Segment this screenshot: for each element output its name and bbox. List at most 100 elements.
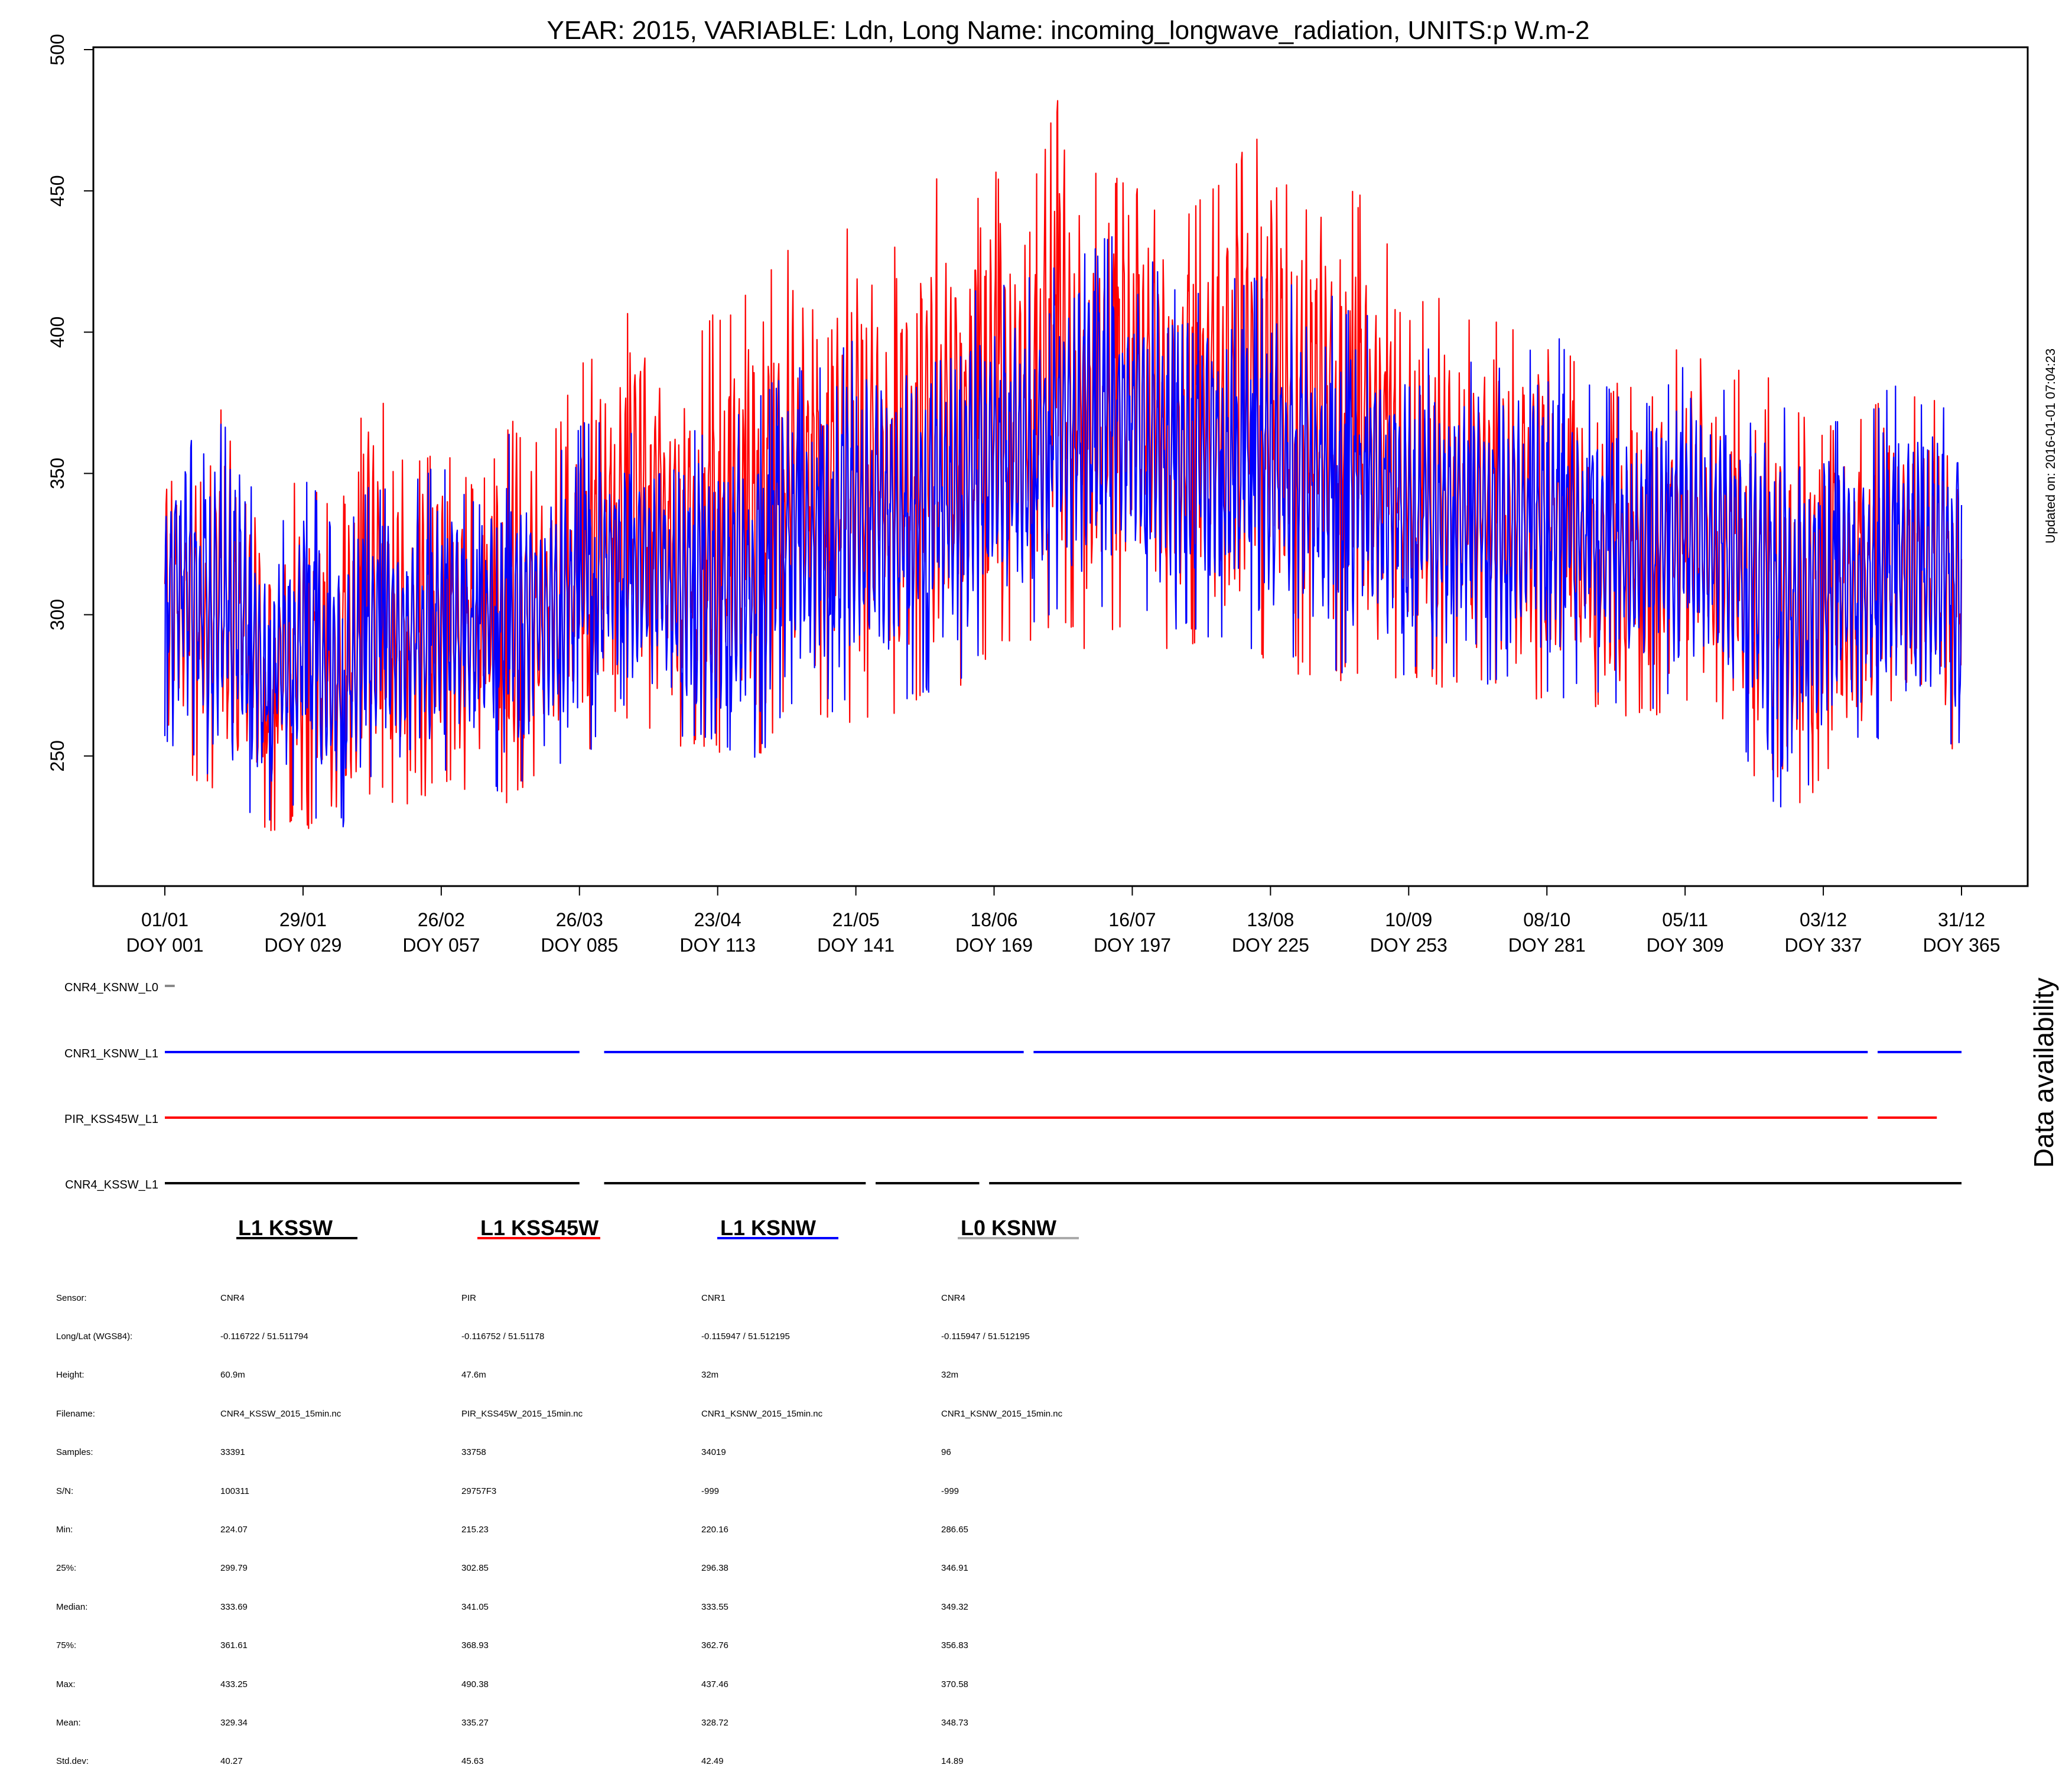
stats-value: -999 xyxy=(941,1486,959,1496)
x-tick-date: 16/07 xyxy=(1108,909,1156,930)
x-tick-date: 21/05 xyxy=(832,909,880,930)
stats-value: 220.16 xyxy=(701,1524,728,1535)
x-tick-doy: DOY 113 xyxy=(679,935,756,956)
series-layer xyxy=(164,100,1963,832)
stats-label: Min: xyxy=(56,1524,73,1535)
stats-column-kssw: CNR4 -0.116722 / 51.511794 60.9m CNR4_KS… xyxy=(220,1266,341,1781)
stats-value: -0.115947 / 51.512195 xyxy=(941,1331,1030,1342)
stats-value: 333.55 xyxy=(701,1601,728,1612)
stats-value: 437.46 xyxy=(701,1679,728,1689)
stats-value: 368.93 xyxy=(461,1640,489,1651)
data-availability-label: Data availability xyxy=(2028,978,2059,1168)
stats-value: CNR1_KSNW_2015_15min.nc xyxy=(941,1408,1063,1419)
y-tick-label: 400 xyxy=(47,317,68,348)
stats-value: 302.85 xyxy=(461,1563,489,1574)
x-tick-date: 23/04 xyxy=(694,909,741,930)
stats-value: PIR xyxy=(461,1292,477,1303)
stats-value: CNR1_KSNW_2015_15min.nc xyxy=(701,1408,823,1419)
legend-line-kss45w xyxy=(477,1237,600,1239)
stats-column-l0-ksnw: CNR4 -0.115947 / 51.512195 32m CNR1_KSNW… xyxy=(941,1266,1062,1781)
stats-value: CNR4 xyxy=(941,1292,965,1303)
stats-value: 333.69 xyxy=(220,1601,248,1612)
x-tick-doy: DOY 085 xyxy=(541,935,618,956)
stats-value: 40.27 xyxy=(220,1756,243,1767)
stats-value: 362.76 xyxy=(701,1640,728,1651)
stats-column-ksnw: CNR1 -0.115947 / 51.512195 32m CNR1_KSNW… xyxy=(701,1266,822,1781)
stats-value: 215.23 xyxy=(461,1524,489,1535)
stats-label: Filename: xyxy=(56,1408,95,1419)
x-tick-doy: DOY 253 xyxy=(1370,935,1448,956)
y-tick-label: 250 xyxy=(47,740,68,771)
stats-value: 14.89 xyxy=(941,1756,964,1767)
chart-canvas: YEAR: 2015, VARIABLE: Ldn, Long Name: in… xyxy=(47,16,2059,1191)
x-tick-doy: DOY 225 xyxy=(1232,935,1309,956)
stats-value: 224.07 xyxy=(220,1524,248,1535)
x-tick-date: 18/06 xyxy=(970,909,1017,930)
updated-timestamp: Updated on: 2016-01-01 07:04:23 xyxy=(2043,349,2058,543)
x-tick-date: 26/02 xyxy=(418,909,465,930)
stats-label: Max: xyxy=(56,1679,76,1689)
stats-label: Std.dev: xyxy=(56,1756,89,1767)
stats-column-kss45w: PIR -0.116752 / 51.51178 47.6m PIR_KSS45… xyxy=(461,1266,583,1781)
x-tick-doy: DOY 281 xyxy=(1508,935,1586,956)
chart-title: YEAR: 2015, VARIABLE: Ldn, Long Name: in… xyxy=(547,16,1590,45)
stats-label: S/N: xyxy=(56,1486,74,1496)
y-axis: 250 300 350 400 450 500 xyxy=(47,34,94,771)
x-tick-date: 05/11 xyxy=(1662,909,1708,930)
x-tick-doy: DOY 057 xyxy=(402,935,480,956)
legend-title-kss45w: L1 KSS45W xyxy=(480,1216,599,1240)
stats-value: 45.63 xyxy=(461,1756,484,1767)
x-tick-doy: DOY 169 xyxy=(955,935,1033,956)
x-tick-doy: DOY 365 xyxy=(1923,935,2000,956)
stats-value: -0.115947 / 51.512195 xyxy=(701,1331,790,1342)
stats-value: 286.65 xyxy=(941,1524,968,1535)
legend-line-kssw xyxy=(236,1237,357,1239)
x-tick-date: 10/09 xyxy=(1385,909,1432,930)
legend-line-ksnw xyxy=(717,1237,838,1239)
stats-value: 346.91 xyxy=(941,1563,968,1574)
stats-label: Samples: xyxy=(56,1447,93,1458)
stats-value: 33758 xyxy=(461,1447,486,1458)
legend-title-ksnw: L1 KSNW xyxy=(720,1216,816,1240)
stats-value: -999 xyxy=(701,1486,720,1496)
stats-value: 329.34 xyxy=(220,1717,248,1728)
stats-value: 299.79 xyxy=(220,1563,248,1574)
stats-label: Height: xyxy=(56,1370,84,1380)
stats-value: 34019 xyxy=(701,1447,726,1458)
stats-value: -0.116722 / 51.511794 xyxy=(220,1331,308,1342)
stats-label: 75%: xyxy=(56,1640,77,1651)
stats-label: Long/Lat (WGS84): xyxy=(56,1331,133,1342)
stats-value: 32m xyxy=(701,1370,719,1380)
x-tick-doy: DOY 309 xyxy=(1647,935,1724,956)
stats-label: Mean: xyxy=(56,1717,81,1728)
x-tick-date: 31/12 xyxy=(1938,909,1985,930)
legend-title-l0-ksnw: L0 KSNW xyxy=(961,1216,1056,1240)
y-tick-label: 300 xyxy=(47,599,68,630)
stats-value: 361.61 xyxy=(220,1640,248,1651)
y-tick-label: 350 xyxy=(47,458,68,489)
stats-value: 96 xyxy=(941,1447,951,1458)
x-tick-date: 01/01 xyxy=(141,909,188,930)
stats-value: 335.27 xyxy=(461,1717,489,1728)
stats-value: 328.72 xyxy=(701,1717,728,1728)
stats-value: CNR4_KSSW_2015_15min.nc xyxy=(220,1408,341,1419)
stats-value: 32m xyxy=(941,1370,959,1380)
x-tick-date: 13/08 xyxy=(1247,909,1294,930)
x-tick-date: 29/01 xyxy=(279,909,327,930)
stats-value: 370.58 xyxy=(941,1679,968,1689)
x-tick-date: 08/10 xyxy=(1523,909,1570,930)
x-tick-date: 26/03 xyxy=(556,909,603,930)
stats-value: 47.6m xyxy=(461,1370,486,1380)
stats-value: 341.05 xyxy=(461,1601,489,1612)
stats-label: Sensor: xyxy=(56,1292,87,1303)
stats-value: 490.38 xyxy=(461,1679,489,1689)
y-tick-label: 500 xyxy=(47,34,68,65)
availability-row-label: CNR4_KSNW_L0 xyxy=(64,981,158,994)
stats-value: 100311 xyxy=(220,1486,249,1496)
stats-value: CNR4 xyxy=(220,1292,245,1303)
stats-value: 349.32 xyxy=(941,1601,968,1612)
y-tick-label: 450 xyxy=(47,175,68,206)
stats-value: 433.25 xyxy=(220,1679,248,1689)
stats-value: 60.9m xyxy=(220,1370,245,1380)
x-axis: 01/01 DOY 001 29/01 DOY 029 26/02 DOY 057 26/0… xyxy=(126,885,2001,956)
